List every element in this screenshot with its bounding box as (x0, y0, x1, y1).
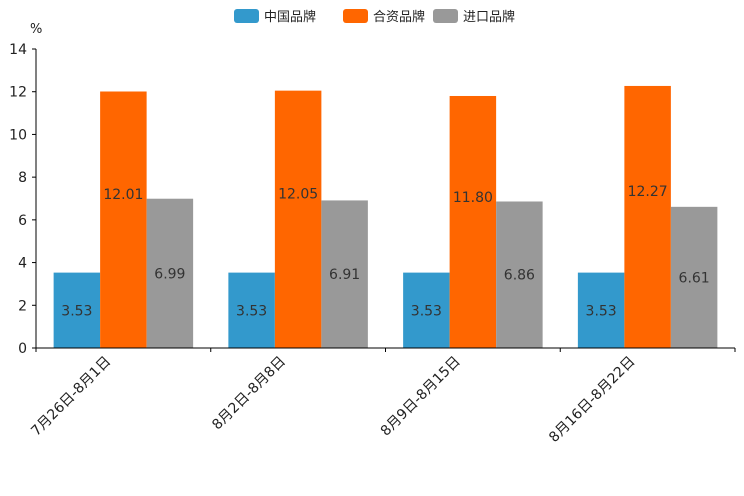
data-label: 6.91 (329, 267, 360, 283)
bar (624, 85, 671, 348)
x-tick-label: 8月2日-8月8日 (209, 354, 289, 434)
bar (53, 272, 101, 348)
x-tick-label: 8月9日-8月15日 (378, 354, 464, 440)
bar (274, 90, 322, 349)
data-label: 6.61 (679, 270, 710, 286)
y-tick-label: 4 (18, 256, 27, 272)
data-label: 3.53 (586, 303, 617, 319)
y-axis: 0 2 4 6 8 10 12 14 (9, 42, 37, 357)
data-label: 12.01 (103, 187, 143, 203)
y-tick-label: 14 (9, 42, 27, 58)
bar (449, 95, 497, 348)
bar (100, 91, 147, 348)
y-tick-label: 10 (9, 127, 27, 143)
bar (146, 198, 194, 348)
legend: 中国品牌 合资品牌 进口品牌 (234, 9, 515, 25)
data-label: 3.53 (236, 303, 267, 319)
x-tick-label: 7月26日-8月1日 (28, 354, 114, 440)
bar (228, 272, 275, 348)
y-tick-label: 2 (18, 298, 27, 314)
y-tick-label: 12 (9, 85, 27, 101)
y-tick-label: 8 (18, 170, 27, 186)
data-label: 3.53 (411, 303, 442, 319)
x-tick-label: 8月16日-8月22日 (546, 354, 638, 446)
data-label: 11.80 (453, 190, 493, 206)
data-label: 12.27 (628, 184, 668, 200)
bar (321, 200, 368, 348)
data-label: 6.99 (154, 266, 185, 282)
bar (670, 206, 718, 348)
legend-label: 合资品牌 (373, 9, 425, 25)
legend-swatch (433, 9, 458, 23)
legend-label: 进口品牌 (463, 9, 515, 25)
y-tick-label: 6 (18, 213, 27, 229)
x-axis: 7月26日-8月1日 8月2日-8月8日 8月9日-8月15日 8月16日-8月22日 (28, 347, 736, 446)
data-label: 6.86 (504, 268, 535, 284)
bar (496, 201, 543, 348)
legend-swatch (234, 9, 259, 23)
bars: 3.53 12.01 6.99 3.53 12.05 6.91 3.53 11.80 6.86 3… (53, 85, 718, 349)
data-label: 12.05 (278, 187, 318, 203)
data-label: 3.53 (61, 303, 92, 319)
bar (577, 272, 625, 348)
bar (403, 272, 450, 348)
legend-label: 中国品牌 (264, 9, 316, 25)
y-axis-unit-label: % (30, 22, 42, 37)
y-tick-label: 0 (18, 341, 27, 357)
legend-swatch (343, 9, 368, 23)
